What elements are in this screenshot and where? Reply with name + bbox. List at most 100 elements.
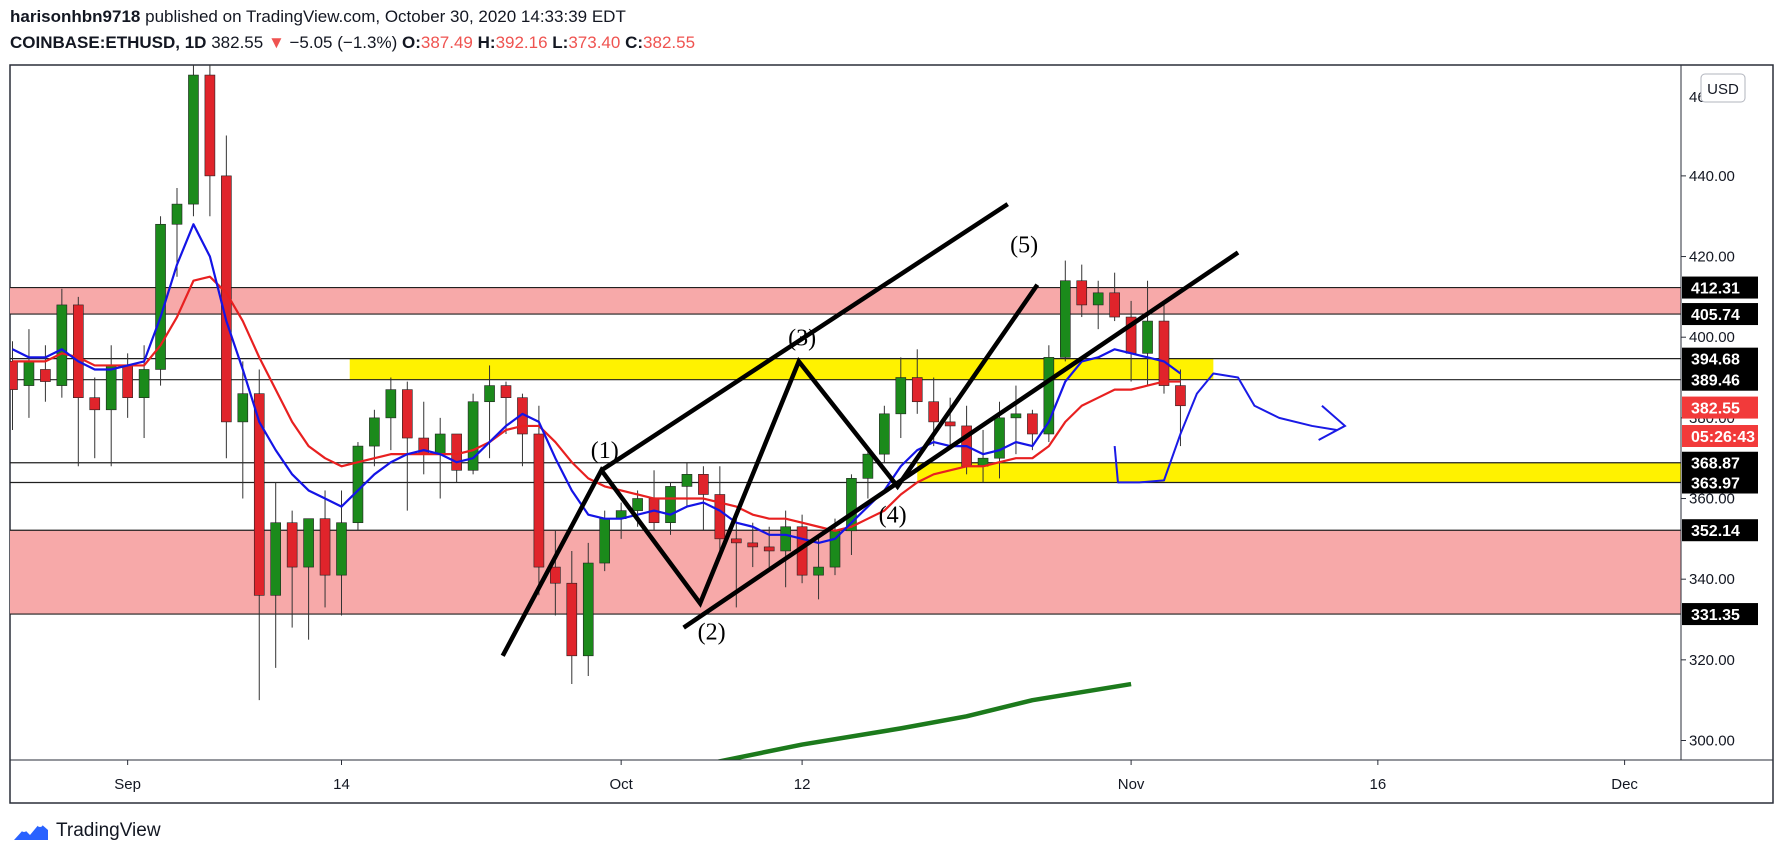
published-text: published on TradingView.com, October 30… (145, 7, 626, 26)
candle-body (253, 393, 265, 596)
y-tick-label: 420.00 (1689, 249, 1735, 266)
candle-body (188, 74, 199, 205)
candle-body (303, 518, 314, 568)
x-tick-label: 14 (333, 776, 350, 793)
candle-body (747, 542, 759, 548)
chart-frame (9, 64, 1774, 804)
tradingview-logo-icon (14, 821, 48, 840)
channel-line (600, 202, 1009, 473)
level-price-tag-label: 331.35 (1691, 607, 1740, 624)
candle-body (286, 522, 298, 568)
candle-body (122, 365, 133, 398)
y-tick-label: 400.00 (1689, 329, 1735, 346)
candle-body (385, 389, 397, 419)
candle-body (270, 522, 282, 596)
candle-body (879, 413, 890, 455)
candle-body (895, 377, 907, 415)
open-label: O: (401, 33, 421, 52)
ema-slow-line (12, 275, 1181, 532)
close-value: 382.55 (643, 33, 696, 52)
candle-body (369, 417, 380, 447)
candle-body (401, 389, 413, 439)
symbol-info: COINBASE:ETHUSD, 1D 382.55 ▼ −5.05 (−1.3… (10, 33, 695, 53)
candle-body (599, 518, 611, 564)
candle-body (698, 474, 709, 495)
candle-body (1010, 413, 1022, 419)
candle-body (846, 478, 857, 532)
wave-label: (4) (879, 503, 907, 529)
candle-body (813, 566, 824, 576)
publish-info: harisonhbn9718 published on TradingView.… (10, 7, 626, 27)
candle-body (352, 445, 364, 524)
x-tick-label: Dec (1611, 776, 1638, 793)
level-price-tag-label: 394.68 (1691, 352, 1740, 369)
candle-body (56, 304, 68, 386)
candle-body (138, 369, 150, 398)
candle-body (632, 498, 643, 511)
y-tick-label: 360.00 (1689, 491, 1735, 508)
countdown-tag (1682, 425, 1758, 448)
x-tick-label: 16 (1370, 776, 1387, 793)
candle-body (533, 433, 545, 568)
candle-body (714, 494, 726, 540)
level-price-tag (1682, 303, 1758, 326)
candle-body (434, 433, 446, 455)
projection-arrow-head (1318, 405, 1347, 441)
currency-button[interactable] (1700, 73, 1746, 103)
candle-body (451, 433, 462, 471)
wave-label: (2) (698, 620, 726, 646)
level-price-tag (1682, 451, 1758, 474)
author-name[interactable]: harisonhbn9718 (10, 7, 141, 26)
level-price-tag-label: 368.87 (1691, 456, 1740, 473)
wave-label: (5) (1010, 233, 1038, 259)
candle-body (237, 393, 249, 423)
zone-mid-resistance (349, 358, 1214, 380)
candle-body (1175, 385, 1186, 407)
candle-body (1043, 357, 1055, 435)
candle-body (73, 304, 84, 398)
candle-body (23, 361, 35, 386)
candle-body (862, 453, 874, 479)
candle-body (730, 538, 742, 544)
candle-body (665, 486, 676, 524)
candle-body (336, 522, 347, 576)
candle-body (171, 203, 183, 225)
zone-support-target (917, 462, 1681, 483)
candle-body (566, 582, 578, 657)
level-price-tag-label: 352.14 (1691, 523, 1740, 540)
countdown-tag-label: 05:26:43 (1691, 429, 1755, 446)
down-arrow-icon: ▼ (267, 33, 285, 52)
candle-body (681, 474, 693, 487)
projection-path (1113, 372, 1337, 484)
candle-body (582, 562, 594, 657)
candle-body (204, 74, 216, 177)
ema-fast-line (12, 223, 1182, 544)
candle-body (40, 369, 51, 382)
x-tick-label: Oct (609, 776, 633, 793)
candle-body (1076, 280, 1088, 306)
candle-body (1142, 320, 1153, 354)
symbol-name: COINBASE:ETHUSD, 1D (10, 33, 207, 52)
candle-body (89, 397, 101, 411)
high-value: 392.16 (495, 33, 548, 52)
close-label: C: (625, 33, 644, 52)
level-price-tag (1682, 519, 1758, 542)
candle-body (944, 421, 956, 427)
price-change: −5.05 (−1.3%) (289, 33, 398, 52)
candle-body (780, 526, 791, 552)
wave-label: (1) (591, 438, 619, 464)
level-price-tag (1682, 603, 1758, 626)
y-tick-label: 440.00 (1689, 168, 1735, 185)
level-price-tag-label: 389.46 (1691, 373, 1740, 390)
candle-body (1109, 292, 1120, 318)
footer-brand[interactable]: TradingView (12, 820, 161, 842)
candle-body (467, 401, 479, 471)
open-value: 387.49 (420, 33, 473, 52)
wave-label: (3) (788, 325, 816, 351)
currency-button-label: USD (1707, 81, 1739, 98)
candle-body (1027, 413, 1038, 435)
y-tick-label: 340.00 (1689, 571, 1735, 588)
level-price-tag (1682, 368, 1758, 391)
candle-body (1060, 280, 1071, 358)
